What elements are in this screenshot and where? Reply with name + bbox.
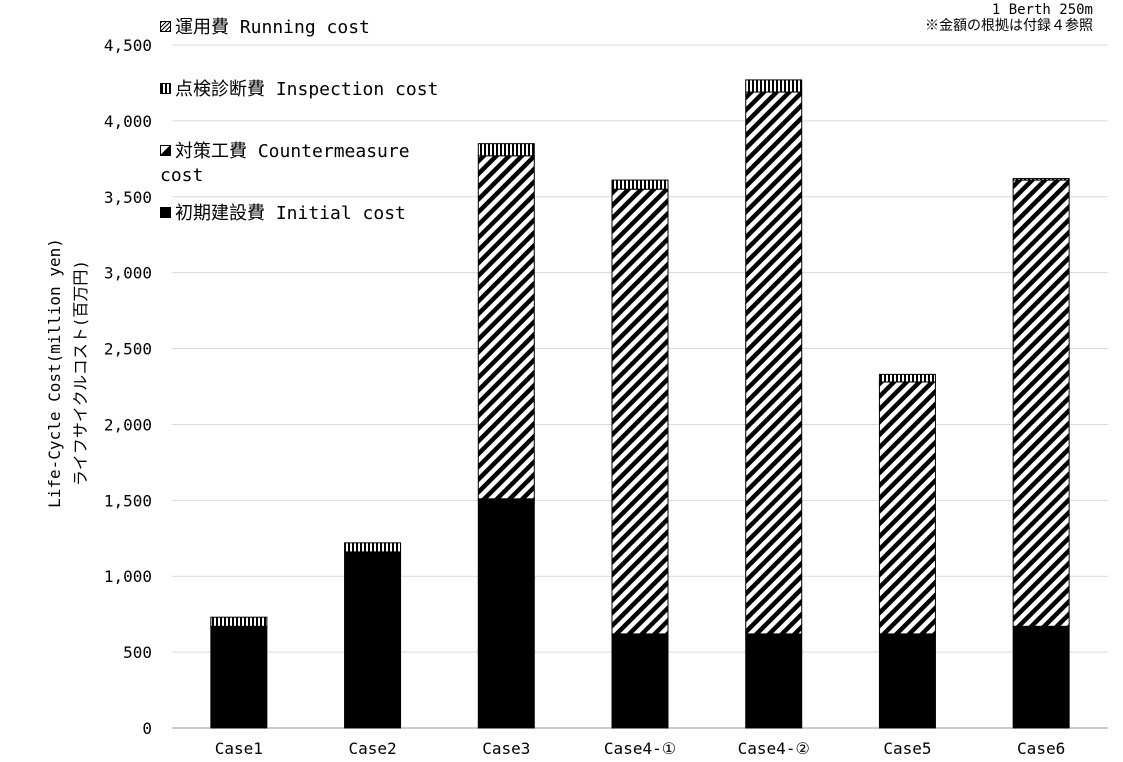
x-category-label-7: Case6: [1017, 739, 1065, 758]
y-tick-label-0: 0: [142, 719, 152, 738]
y-tick-label-2: 1,000: [104, 567, 152, 586]
y-tick-label-8: 4,000: [104, 112, 152, 131]
bar-initial-3: [477, 498, 535, 729]
legend-label-inspection: 点検診断費 Inspection cost: [175, 79, 439, 100]
y-tick-label-5: 2,500: [104, 340, 152, 359]
y-tick-labels: 0 500 1,000 1,500 2,000 2,500 3,000 3,500 4,000 4…: [104, 36, 152, 738]
bar-inspection-6: [878, 373, 936, 383]
y-tick-label-1: 500: [123, 643, 152, 662]
bar-initial-7: [1012, 625, 1070, 729]
running-cost-swatch: [160, 21, 171, 32]
legend-label-countermeasure: 対策工費 Countermeasure cost: [160, 141, 410, 186]
y-axis-title-en: Life-Cycle Cost(million yen): [45, 238, 64, 508]
annotation: 1 Berth 250m ※金額の根拠は付録４参照: [925, 2, 1093, 34]
y-tick-label-7: 3,500: [104, 188, 152, 207]
x-category-label-5: Case4-②: [738, 739, 810, 758]
x-category-label-4: Case4-①: [604, 739, 676, 758]
x-category-label-1: Case1: [215, 739, 263, 758]
y-tick-label-9: 4,500: [104, 36, 152, 55]
bar-inspection-1: [210, 616, 268, 627]
bar-initial-5: [745, 633, 803, 729]
x-category-label-6: Case5: [883, 739, 931, 758]
bar-countermeasure-7: [1012, 179, 1070, 627]
legend-item-countermeasure: 対策工費 Countermeasure cost: [160, 140, 460, 188]
y-axis-title-ja: ライフサイクルコスト(百万円): [71, 259, 90, 487]
bar-initial-1: [210, 625, 268, 729]
y-tick-label-6: 3,000: [104, 264, 152, 283]
x-category-label-2: Case2: [348, 739, 396, 758]
annotation-berth: 1 Berth 250m: [991, 2, 1093, 18]
legend-item-running: 運用費 Running cost: [160, 16, 460, 40]
bar-inspection-2: [344, 542, 402, 553]
y-tick-label-4: 2,000: [104, 415, 152, 434]
legend-item-initial: 初期建設費 Initial cost: [160, 202, 460, 226]
x-category-label-3: Case3: [482, 739, 530, 758]
legend-label-running: 運用費 Running cost: [175, 17, 370, 38]
bar-initial-4: [611, 633, 669, 729]
bar-inspection-5: [745, 79, 803, 93]
x-category-labels: Case1 Case2 Case3 Case4-① Case4-② Case5 Case6: [215, 739, 1065, 758]
bar-countermeasure-5: [745, 91, 803, 635]
legend-item-inspection: 点検診断費 Inspection cost: [160, 78, 460, 102]
bar-countermeasure-4: [611, 188, 669, 635]
legend-label-initial: 初期建設費 Initial cost: [175, 203, 406, 224]
bar-countermeasure-3: [477, 155, 535, 500]
bar-initial-6: [878, 633, 936, 729]
countermeasure-cost-swatch: [160, 145, 171, 156]
bars: [210, 79, 1070, 729]
bar-inspection-4: [611, 179, 669, 190]
y-axis-title: Life-Cycle Cost(million yen) ライフサイクルコスト(…: [42, 173, 98, 573]
y-tick-label-3: 1,500: [104, 491, 152, 510]
bar-inspection-3: [477, 143, 535, 157]
initial-cost-swatch: [160, 207, 171, 218]
annotation-appendix-note: ※金額の根拠は付録４参照: [925, 18, 1093, 34]
bar-initial-2: [344, 551, 402, 729]
bar-countermeasure-6: [878, 381, 936, 635]
inspection-cost-swatch: [160, 83, 171, 94]
bar-inspection-7: [1012, 178, 1070, 181]
